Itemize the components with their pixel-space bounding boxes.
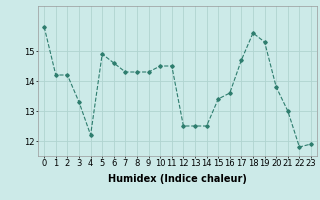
X-axis label: Humidex (Indice chaleur): Humidex (Indice chaleur) — [108, 174, 247, 184]
